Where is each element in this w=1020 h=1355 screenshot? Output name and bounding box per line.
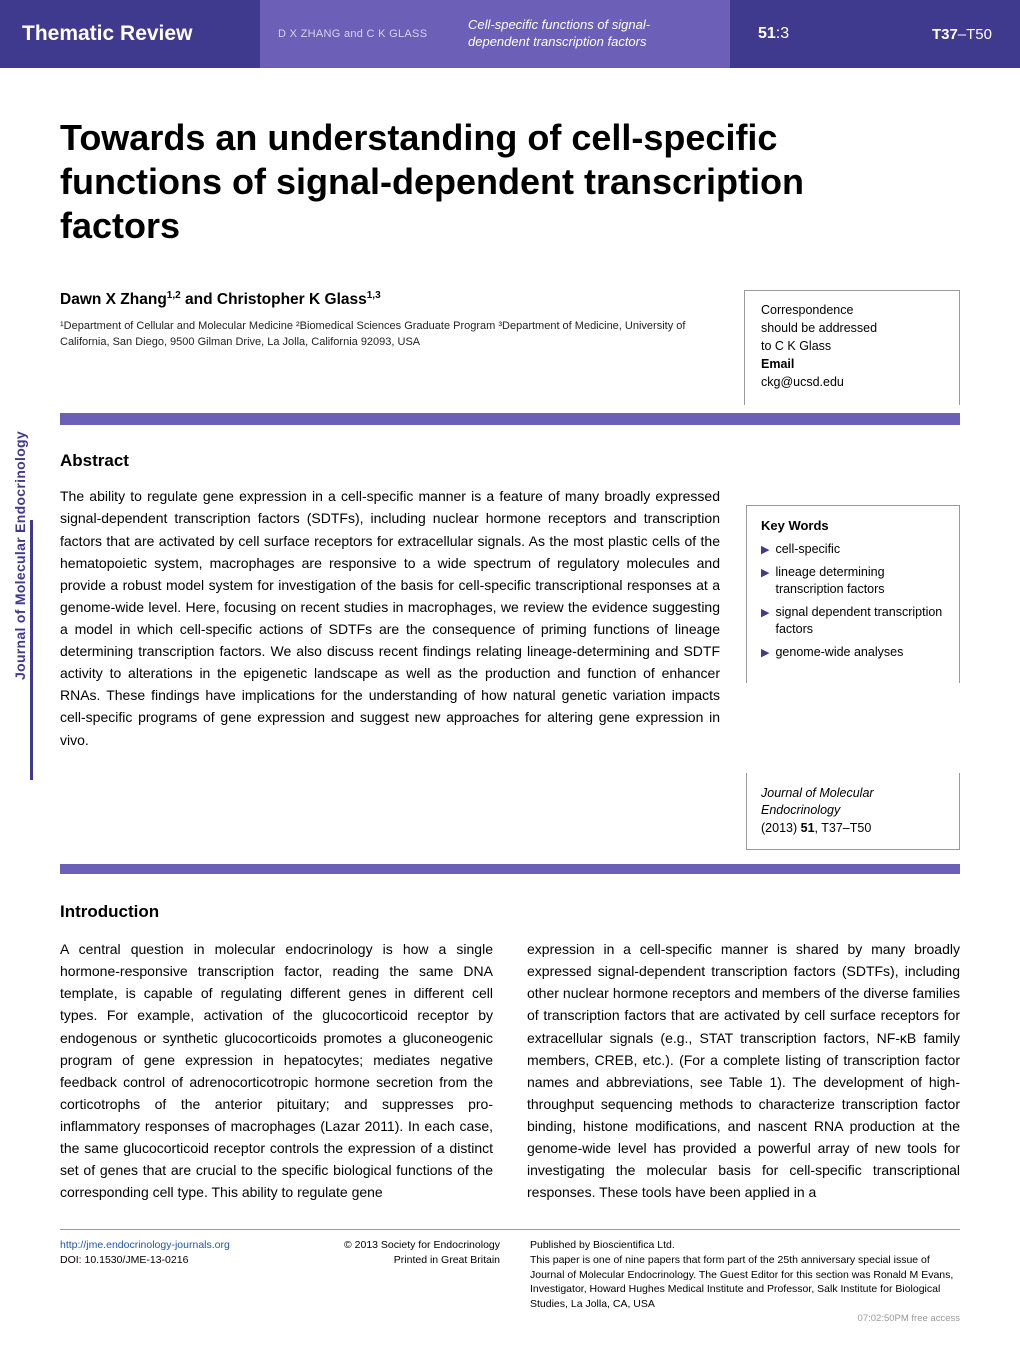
email-address: ckg@ucsd.edu	[761, 373, 943, 391]
header-issue: 51:3 T37–T50	[730, 0, 1020, 68]
correspondence-line: should be addressed	[761, 319, 943, 337]
intro-column-right: expression in a cell-specific manner is …	[527, 938, 960, 1203]
intro-column-left: A central question in molecular endocrin…	[60, 938, 493, 1203]
vertical-bar	[30, 520, 33, 780]
correspondence-line: Correspondence	[761, 301, 943, 319]
running-title-line2: dependent transcription factors	[468, 34, 712, 51]
volume-issue: 51:3	[758, 25, 789, 43]
correspondence-line: to C K Glass	[761, 337, 943, 355]
affiliations: ¹Department of Cellular and Molecular Me…	[60, 319, 720, 351]
correspondence-box: Correspondence should be addressed to C …	[744, 290, 960, 406]
journal-vertical-label: Journal of Molecular Endocrinology	[12, 431, 28, 680]
footer-copyright: © 2013 Society for Endocrinology Printed…	[320, 1238, 500, 1325]
running-title-line1: Cell-specific functions of signal-	[468, 17, 712, 34]
keyword-item: ▶lineage determining transcription facto…	[761, 564, 945, 598]
page-range: T37–T50	[932, 26, 992, 43]
keyword-item: ▶signal dependent transcription factors	[761, 604, 945, 638]
section-label: Thematic Review	[0, 0, 260, 68]
divider-rule	[60, 413, 960, 425]
divider-rule	[60, 864, 960, 874]
footer-url-doi: http://jme.endocrinology-journals.org DO…	[60, 1238, 290, 1325]
arrow-icon: ▶	[761, 646, 769, 661]
journal-name: Journal of Molecular Endocrinology	[761, 785, 945, 820]
abstract-heading: Abstract	[60, 451, 720, 471]
footer-publisher-note: Published by Bioscientifica Ltd. This pa…	[530, 1238, 960, 1325]
email-label: Email	[761, 355, 943, 373]
header-bar: Thematic Review D X ZHANG and C K GLASS …	[0, 0, 1020, 68]
intro-heading: Introduction	[60, 902, 960, 922]
arrow-icon: ▶	[761, 543, 769, 558]
running-authors: D X ZHANG and C K GLASS	[260, 0, 450, 68]
journal-year-pages: (2013) 51, T37–T50	[761, 820, 945, 838]
timestamp: 07:02:50PM free access	[530, 1312, 960, 1325]
arrow-icon: ▶	[761, 606, 769, 621]
arrow-icon: ▶	[761, 566, 769, 581]
footer-section: http://jme.endocrinology-journals.org DO…	[60, 1229, 960, 1325]
running-title: Cell-specific functions of signal- depen…	[450, 0, 730, 68]
journal-url: http://jme.endocrinology-journals.org	[60, 1238, 290, 1253]
author-names: Dawn X Zhang1,2 and Christopher K Glass1…	[60, 290, 720, 309]
article-title: Towards an understanding of cell-specifi…	[60, 116, 820, 248]
journal-citation-box: Journal of Molecular Endocrinology (2013…	[746, 773, 960, 851]
keyword-item: ▶genome-wide analyses	[761, 644, 945, 661]
keywords-box: Key Words ▶cell-specific ▶lineage determ…	[746, 505, 960, 682]
keyword-item: ▶cell-specific	[761, 541, 945, 558]
keywords-heading: Key Words	[761, 518, 945, 533]
doi: DOI: 10.1530/JME-13-0216	[60, 1253, 290, 1268]
abstract-text: The ability to regulate gene expression …	[60, 485, 720, 750]
